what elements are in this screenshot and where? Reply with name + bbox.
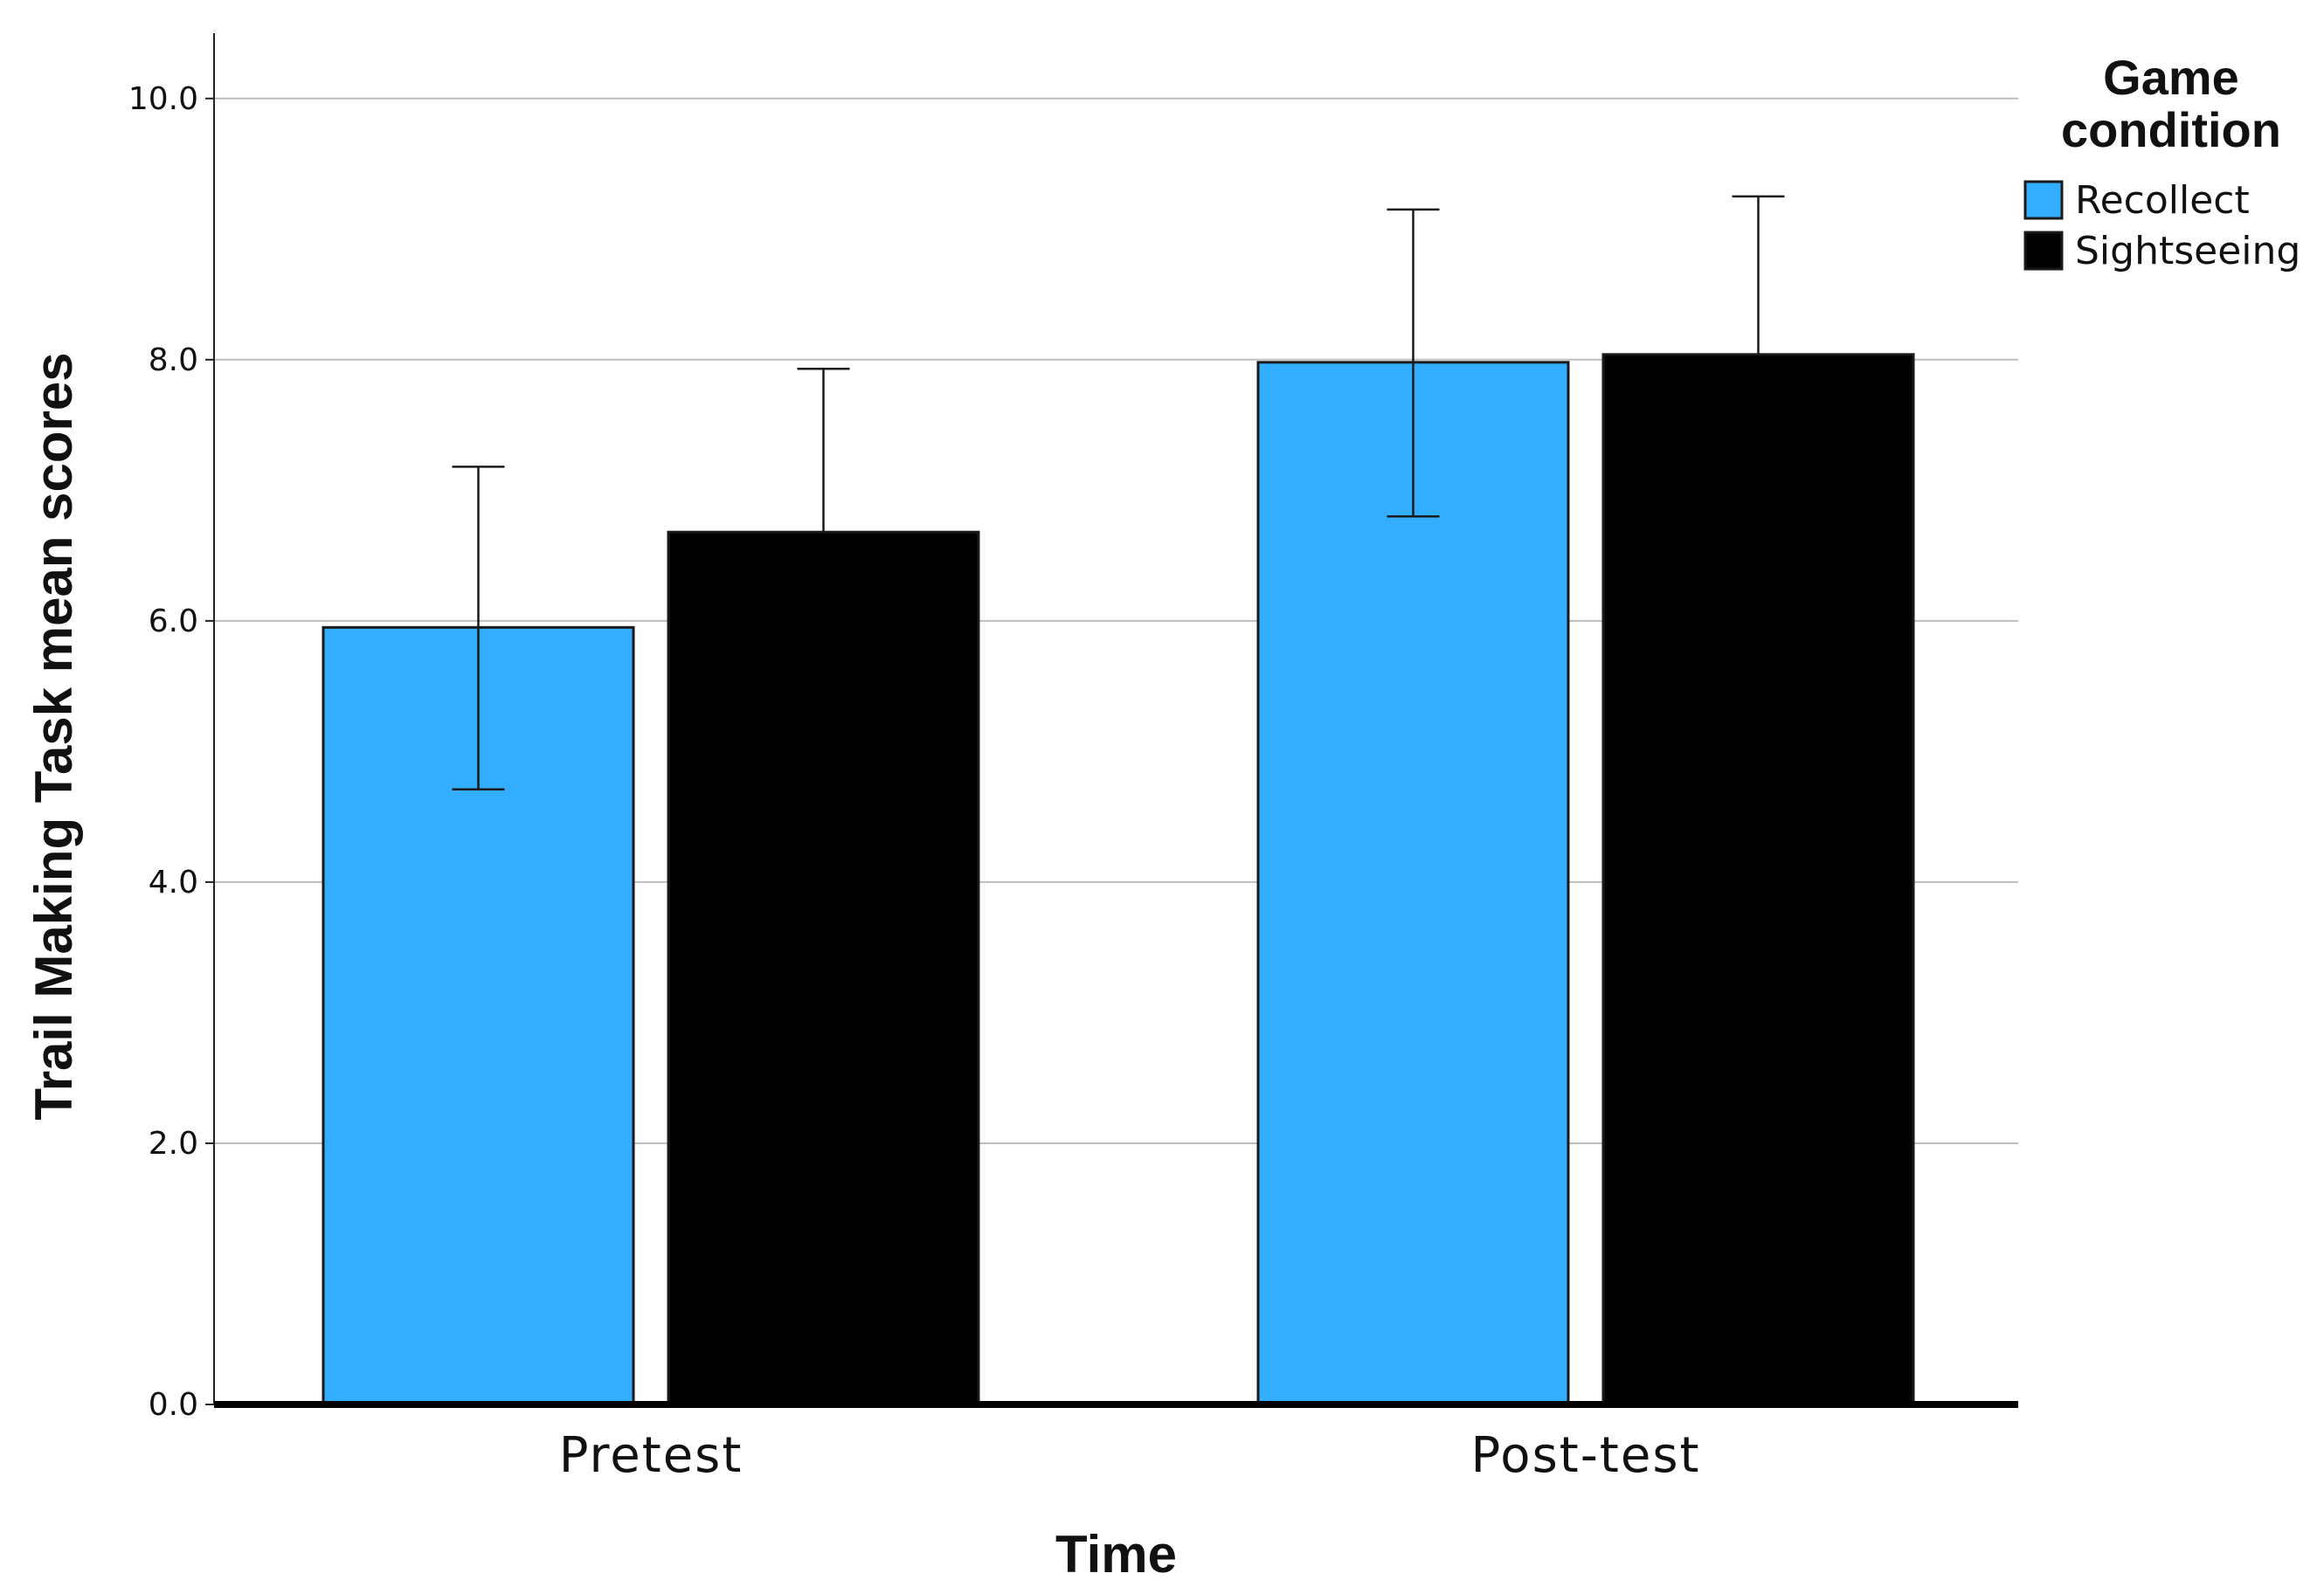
y-tick-label: 6.0 — [149, 604, 198, 639]
legend-swatch-sightseeing — [2023, 231, 2064, 271]
y-tick-label: 8.0 — [149, 342, 198, 378]
bar-recollect-post-test — [1256, 361, 1570, 1406]
y-tick-label: 10.0 — [128, 81, 198, 117]
legend-title-line-1: Game — [2103, 50, 2239, 105]
bars — [322, 353, 1915, 1406]
legend-label-recollect: Recollect — [2075, 178, 2250, 223]
bar-sightseeing-pretest — [667, 530, 980, 1406]
y-tick-label: 2.0 — [149, 1126, 198, 1162]
legend-title-line-2: condition — [2061, 102, 2281, 157]
bar-sightseeing-post-test — [1601, 353, 1915, 1406]
x-category-label: Pretest — [559, 1427, 744, 1484]
y-axis-title: Trail Making Task mean scores — [24, 352, 83, 1120]
x-axis-categories: Pretest Post-test — [559, 1427, 1701, 1484]
legend-swatch-recollect — [2023, 180, 2064, 220]
y-tick-label: 4.0 — [149, 865, 198, 901]
legend: Game condition Recollect Sightseeing — [2023, 50, 2300, 273]
x-category-label: Post-test — [1471, 1427, 1701, 1484]
x-axis-title: Time — [1055, 1525, 1177, 1584]
error-bars — [452, 195, 1785, 790]
axes — [213, 33, 2018, 1408]
y-axis-ticks: 0.0 2.0 4.0 6.0 8.0 10.0 — [128, 81, 214, 1423]
y-tick-label: 0.0 — [149, 1387, 198, 1423]
legend-label-sightseeing: Sightseeing — [2075, 229, 2300, 273]
